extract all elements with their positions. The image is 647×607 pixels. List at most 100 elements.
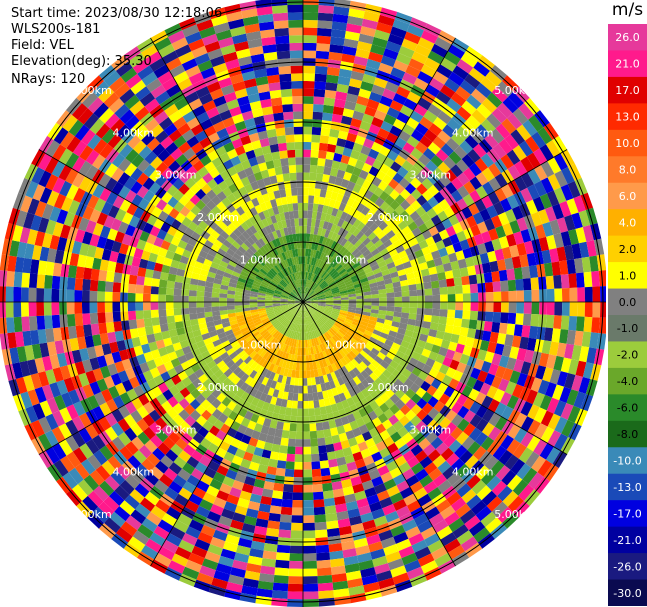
gate-cell: [547, 157, 562, 174]
gate-cell: [262, 176, 272, 186]
gate-cell: [265, 121, 276, 131]
gate-cell: [268, 223, 276, 233]
gate-cell: [240, 382, 249, 392]
gate-cell: [589, 255, 599, 272]
gate-cell: [246, 321, 255, 327]
gate-cell: [210, 230, 220, 240]
gate-cell: [336, 456, 347, 467]
gate-cell: [143, 241, 154, 253]
gate-cell: [465, 542, 483, 558]
gate-cell: [99, 107, 115, 124]
gate-cell: [307, 264, 311, 273]
gate-cell: [219, 109, 232, 121]
gate-cell: [481, 167, 495, 182]
gate-cell: [92, 334, 102, 347]
gate-cell: [87, 134, 102, 150]
gate-cell: [153, 525, 170, 540]
gate-cell: [377, 127, 390, 139]
gate-cell: [267, 520, 280, 530]
gate-cell: [236, 317, 245, 324]
gate-cell: [303, 294, 306, 302]
gate-cell: [99, 259, 110, 271]
gate-cell: [289, 330, 294, 339]
gate-cell: [178, 194, 190, 206]
gate-cell: [150, 302, 159, 310]
gate-cell: [527, 404, 540, 420]
gate-cell: [98, 416, 112, 431]
gate-cell: [445, 453, 460, 467]
gate-cell: [373, 406, 384, 418]
gate-cell: [303, 210, 308, 219]
gate-cell: [82, 359, 93, 373]
gate-cell: [227, 312, 236, 318]
gate-cell: [445, 137, 460, 151]
gate-cell: [348, 206, 357, 217]
gate-cell: [348, 387, 357, 398]
gate-cell: [549, 341, 560, 356]
gate-cell: [376, 570, 393, 582]
gate-cell: [476, 320, 485, 331]
gate-cell: [496, 81, 514, 98]
gate-cell: [455, 503, 471, 518]
gate-cell: [298, 339, 301, 348]
gate-cell: [89, 302, 98, 314]
gate-cell: [566, 329, 576, 345]
gate-cell: [316, 352, 322, 361]
gate-cell: [103, 215, 115, 229]
gate-cell: [504, 257, 514, 270]
gate-cell: [207, 460, 220, 472]
gate-cell: [173, 456, 187, 469]
gate-cell: [303, 362, 307, 371]
gate-cell: [498, 236, 510, 249]
gate-cell: [306, 279, 311, 288]
gate-cell: [410, 393, 422, 404]
gate-cell: [445, 182, 458, 195]
gate-cell: [455, 343, 465, 354]
gate-cell: [149, 532, 166, 547]
gate-cell: [579, 241, 590, 258]
gate-cell: [406, 91, 422, 104]
gate-cell: [262, 44, 277, 54]
gate-cell: [397, 220, 408, 231]
gate-cell: [25, 181, 39, 199]
gate-cell: [318, 5, 335, 14]
gate-cell: [445, 367, 457, 379]
gate-cell: [523, 290, 532, 302]
gate-cell: [543, 122, 559, 140]
gate-cell: [177, 239, 188, 250]
gate-cell: [402, 335, 412, 343]
gate-cell: [78, 176, 92, 192]
gate-cell: [167, 351, 178, 361]
gate-cell: [130, 79, 147, 95]
gate-cell: [322, 272, 329, 280]
gate-cell: [440, 84, 456, 99]
gate-cell: [586, 240, 597, 257]
gate-cell: [468, 67, 486, 83]
gate-cell: [310, 302, 319, 304]
gate-cell: [406, 324, 415, 332]
gate-cell: [262, 401, 270, 411]
gate-cell: [420, 526, 437, 540]
gate-cell: [356, 298, 364, 302]
gate-cell: [104, 238, 115, 251]
gate-cell: [245, 394, 255, 404]
gate-cell: [121, 358, 133, 371]
range-ring-label: 3.00km: [410, 169, 452, 182]
gate-cell: [233, 41, 250, 52]
gate-cell: [464, 455, 479, 470]
gate-cell: [200, 524, 216, 537]
gate-cell: [425, 236, 436, 247]
gate-cell: [287, 12, 303, 21]
gate-cell: [408, 237, 419, 247]
gate-cell: [445, 409, 458, 422]
gate-cell: [51, 314, 61, 329]
gate-cell: [104, 70, 121, 87]
gate-cell: [561, 167, 575, 185]
gate-cell: [331, 113, 343, 123]
gate-cell: [309, 430, 318, 440]
gate-cell: [375, 152, 387, 164]
gate-cell: [104, 426, 118, 441]
gate-cell: [283, 484, 294, 493]
gate-cell: [52, 327, 62, 342]
gate-cell: [182, 24, 200, 38]
